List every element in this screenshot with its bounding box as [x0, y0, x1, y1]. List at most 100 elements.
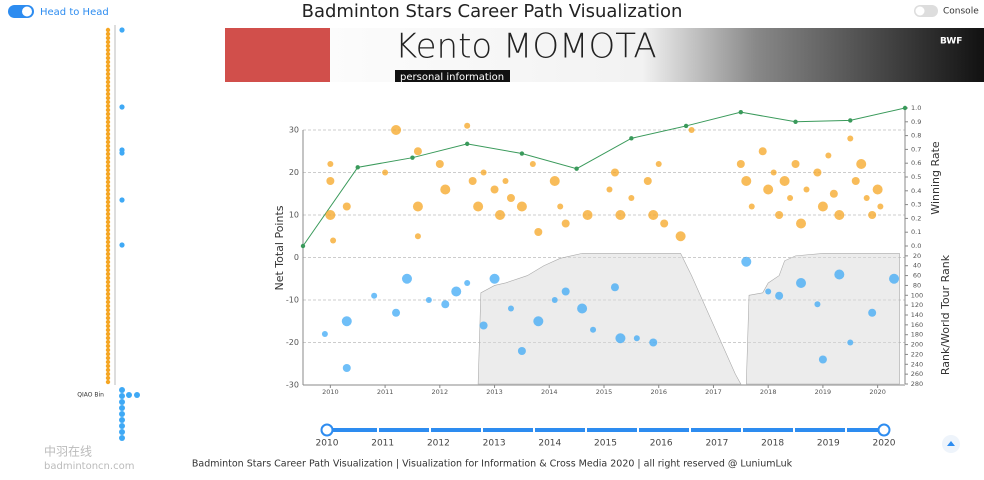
- player-dot: [105, 91, 111, 97]
- timeline-label: 2011: [371, 439, 394, 449]
- player-dot: [105, 187, 111, 193]
- match-point: [435, 160, 444, 168]
- player-dot: [105, 235, 111, 241]
- match-point: [517, 347, 526, 355]
- toggle-label[interactable]: Console: [943, 7, 979, 17]
- player-dot: [105, 367, 111, 373]
- y2-tick-label: 0.0: [911, 242, 921, 250]
- match-point: [490, 185, 499, 194]
- match-point: [330, 237, 337, 244]
- player-dot: [105, 83, 111, 89]
- match-point: [326, 177, 335, 185]
- y3-tick-label: 240: [911, 360, 923, 368]
- slider-handle[interactable]: [320, 423, 334, 437]
- match-point: [787, 195, 794, 201]
- win-rate-point: [355, 165, 360, 170]
- toggle-label[interactable]: Head to Head: [40, 7, 109, 18]
- win-rate-point: [683, 123, 689, 129]
- player-dot: [119, 387, 125, 393]
- y2-tick-label: 0.3: [911, 201, 921, 209]
- match-point: [796, 218, 807, 229]
- match-point: [675, 231, 686, 242]
- match-point: [628, 195, 635, 201]
- player-dot: [105, 379, 111, 385]
- match-point: [533, 316, 544, 327]
- match-point: [516, 201, 527, 212]
- player-dot: [119, 411, 125, 417]
- y3-axis-label: Rank/World Tour Rank: [939, 254, 952, 375]
- match-point: [440, 184, 451, 195]
- player-dot: [105, 267, 111, 273]
- match-point: [748, 203, 755, 210]
- y2-tick-label: 0.1: [911, 228, 921, 236]
- player-dot: [105, 51, 111, 57]
- player-dot: [105, 363, 111, 369]
- slider-handle[interactable]: [877, 423, 891, 437]
- timeline-label: 2014: [538, 439, 561, 449]
- selected-player[interactable]: QIAO Bin: [77, 392, 104, 399]
- match-point: [863, 195, 870, 201]
- y3-tick-label: 60: [913, 272, 921, 280]
- y3-tick-label: 220: [911, 350, 923, 358]
- timeline-label: 2010: [316, 439, 339, 449]
- player-dot: [105, 311, 111, 317]
- match-point: [758, 147, 767, 156]
- player-dot: [105, 31, 111, 37]
- timeline-label: 2018: [761, 439, 784, 449]
- match-point: [327, 161, 334, 167]
- player-dot: [105, 35, 111, 41]
- player-dot: [119, 399, 125, 405]
- player-dot: [105, 295, 111, 301]
- win-rate-point: [848, 118, 853, 123]
- match-point: [814, 301, 821, 308]
- toggle-knob: [22, 6, 32, 17]
- player-dot: [105, 327, 111, 333]
- match-point: [610, 283, 619, 292]
- match-point: [770, 169, 777, 176]
- player-dot: [119, 104, 125, 110]
- player-dot: [105, 139, 111, 145]
- tab-label[interactable]: personal information: [400, 72, 504, 83]
- match-point: [502, 178, 509, 184]
- player-dot: [105, 87, 111, 93]
- player-dot: [105, 279, 111, 285]
- match-point: [392, 308, 401, 317]
- player-dot: [105, 39, 111, 45]
- player-dot: [105, 323, 111, 329]
- x-tick-label: 2010: [322, 388, 339, 396]
- player-dot: [119, 429, 125, 435]
- match-point: [825, 152, 832, 159]
- player-dot: [105, 147, 111, 153]
- player-dot: [126, 392, 132, 398]
- player-dot: [105, 115, 111, 121]
- match-point: [561, 219, 570, 228]
- match-point: [763, 184, 774, 195]
- y3-tick-label: 140: [911, 311, 923, 319]
- match-point: [829, 189, 838, 198]
- player-dot: [105, 215, 111, 221]
- player-dot: [119, 150, 125, 156]
- timeline-label: 2016: [650, 439, 673, 449]
- match-point: [856, 159, 867, 169]
- player-dot: [105, 119, 111, 125]
- match-point: [877, 203, 884, 210]
- player-dot: [105, 59, 111, 65]
- win-rate-point: [793, 119, 798, 125]
- match-point: [342, 202, 351, 211]
- y3-tick-label: 160: [911, 321, 923, 329]
- player-dot: [105, 307, 111, 313]
- player-dot: [105, 111, 111, 117]
- player-dot: [105, 303, 111, 309]
- player-dot: [105, 359, 111, 365]
- match-point: [425, 297, 432, 303]
- chart: Net Total Points Winning Rate Rank/World T…: [273, 104, 952, 396]
- match-point: [796, 278, 807, 288]
- win-rate-point: [300, 243, 306, 249]
- player-dot: [105, 47, 111, 53]
- x-tick-label: 2019: [815, 388, 832, 396]
- match-point: [489, 273, 500, 284]
- tab[interactable]: [395, 70, 510, 82]
- player-dot: [105, 299, 111, 305]
- match-point: [847, 339, 854, 346]
- timeline-label: 2012: [427, 439, 450, 449]
